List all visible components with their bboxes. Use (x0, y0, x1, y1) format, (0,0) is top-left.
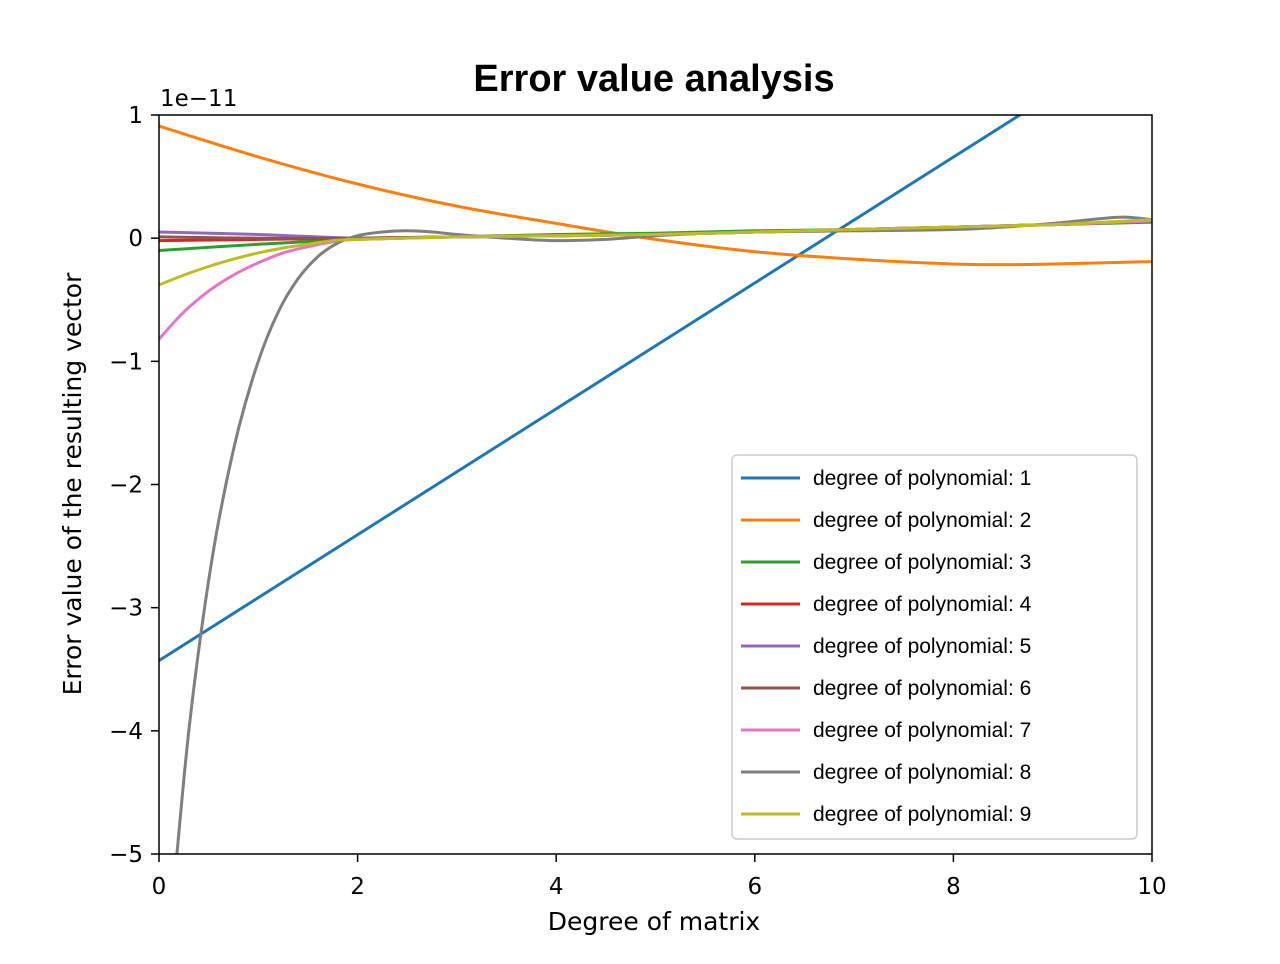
legend-label-4: degree of polynomial: 4 (813, 593, 1032, 616)
x-tick-label: 6 (747, 874, 762, 900)
legend: degree of polynomial: 1 degree of polynom… (731, 454, 1138, 840)
legend-label-7: degree of polynomial: 7 (813, 719, 1031, 742)
y-axis-label: Error value of the resulting vector (58, 272, 87, 695)
x-tick-label: 2 (350, 874, 365, 900)
legend-label-2: degree of polynomial: 2 (813, 509, 1031, 532)
legend-label-8: degree of polynomial: 8 (813, 761, 1031, 784)
y-tick-label: 1 (128, 103, 143, 129)
series-line-8 (175, 215, 1152, 854)
legend-label-6: degree of polynomial: 6 (813, 677, 1031, 700)
y-tick-label: −2 (109, 473, 143, 499)
x-axis-ticks: 0 2 4 6 8 10 (152, 854, 1167, 900)
legend-label-9: degree of polynomial: 9 (813, 803, 1031, 826)
legend-label-5: degree of polynomial: 5 (813, 635, 1031, 658)
y-tick-label: −3 (109, 596, 143, 622)
series-line-2 (159, 124, 1152, 267)
legend-label-3: degree of polynomial: 3 (813, 551, 1031, 574)
series-lines-layer (159, 115, 1152, 854)
y-tick-label: −4 (109, 719, 143, 745)
x-tick-label: 10 (1137, 874, 1166, 900)
series-line-9 (159, 218, 1152, 287)
x-tick-label: 0 (152, 874, 167, 900)
x-axis-label: Degree of matrix (548, 907, 760, 936)
x-tick-label: 4 (549, 874, 564, 900)
y-tick-label: −5 (109, 842, 143, 868)
legend-box (731, 454, 1138, 840)
legend-label-1: degree of polynomial: 1 (813, 467, 1031, 490)
chart-title: Error value analysis (473, 58, 834, 100)
y-scale-factor-label: 1e−11 (160, 86, 237, 112)
y-axis-ticks: 1 0 −1 −2 −3 −4 −5 (109, 103, 159, 868)
x-tick-label: 8 (946, 874, 961, 900)
y-tick-label: −1 (109, 349, 143, 375)
series-line-1 (159, 115, 1023, 662)
y-tick-label: 0 (128, 226, 143, 252)
